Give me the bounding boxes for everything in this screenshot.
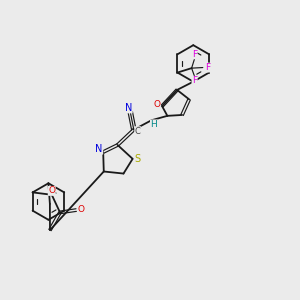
Text: O: O [78,205,85,214]
Text: F: F [192,76,197,85]
Text: C: C [135,127,141,136]
Text: N: N [95,144,103,154]
Text: S: S [134,154,140,164]
Text: F: F [206,63,211,72]
Text: O: O [48,186,55,195]
Text: F: F [192,50,197,59]
Text: N: N [125,103,132,113]
Text: O: O [154,100,160,109]
Text: H: H [151,120,157,129]
